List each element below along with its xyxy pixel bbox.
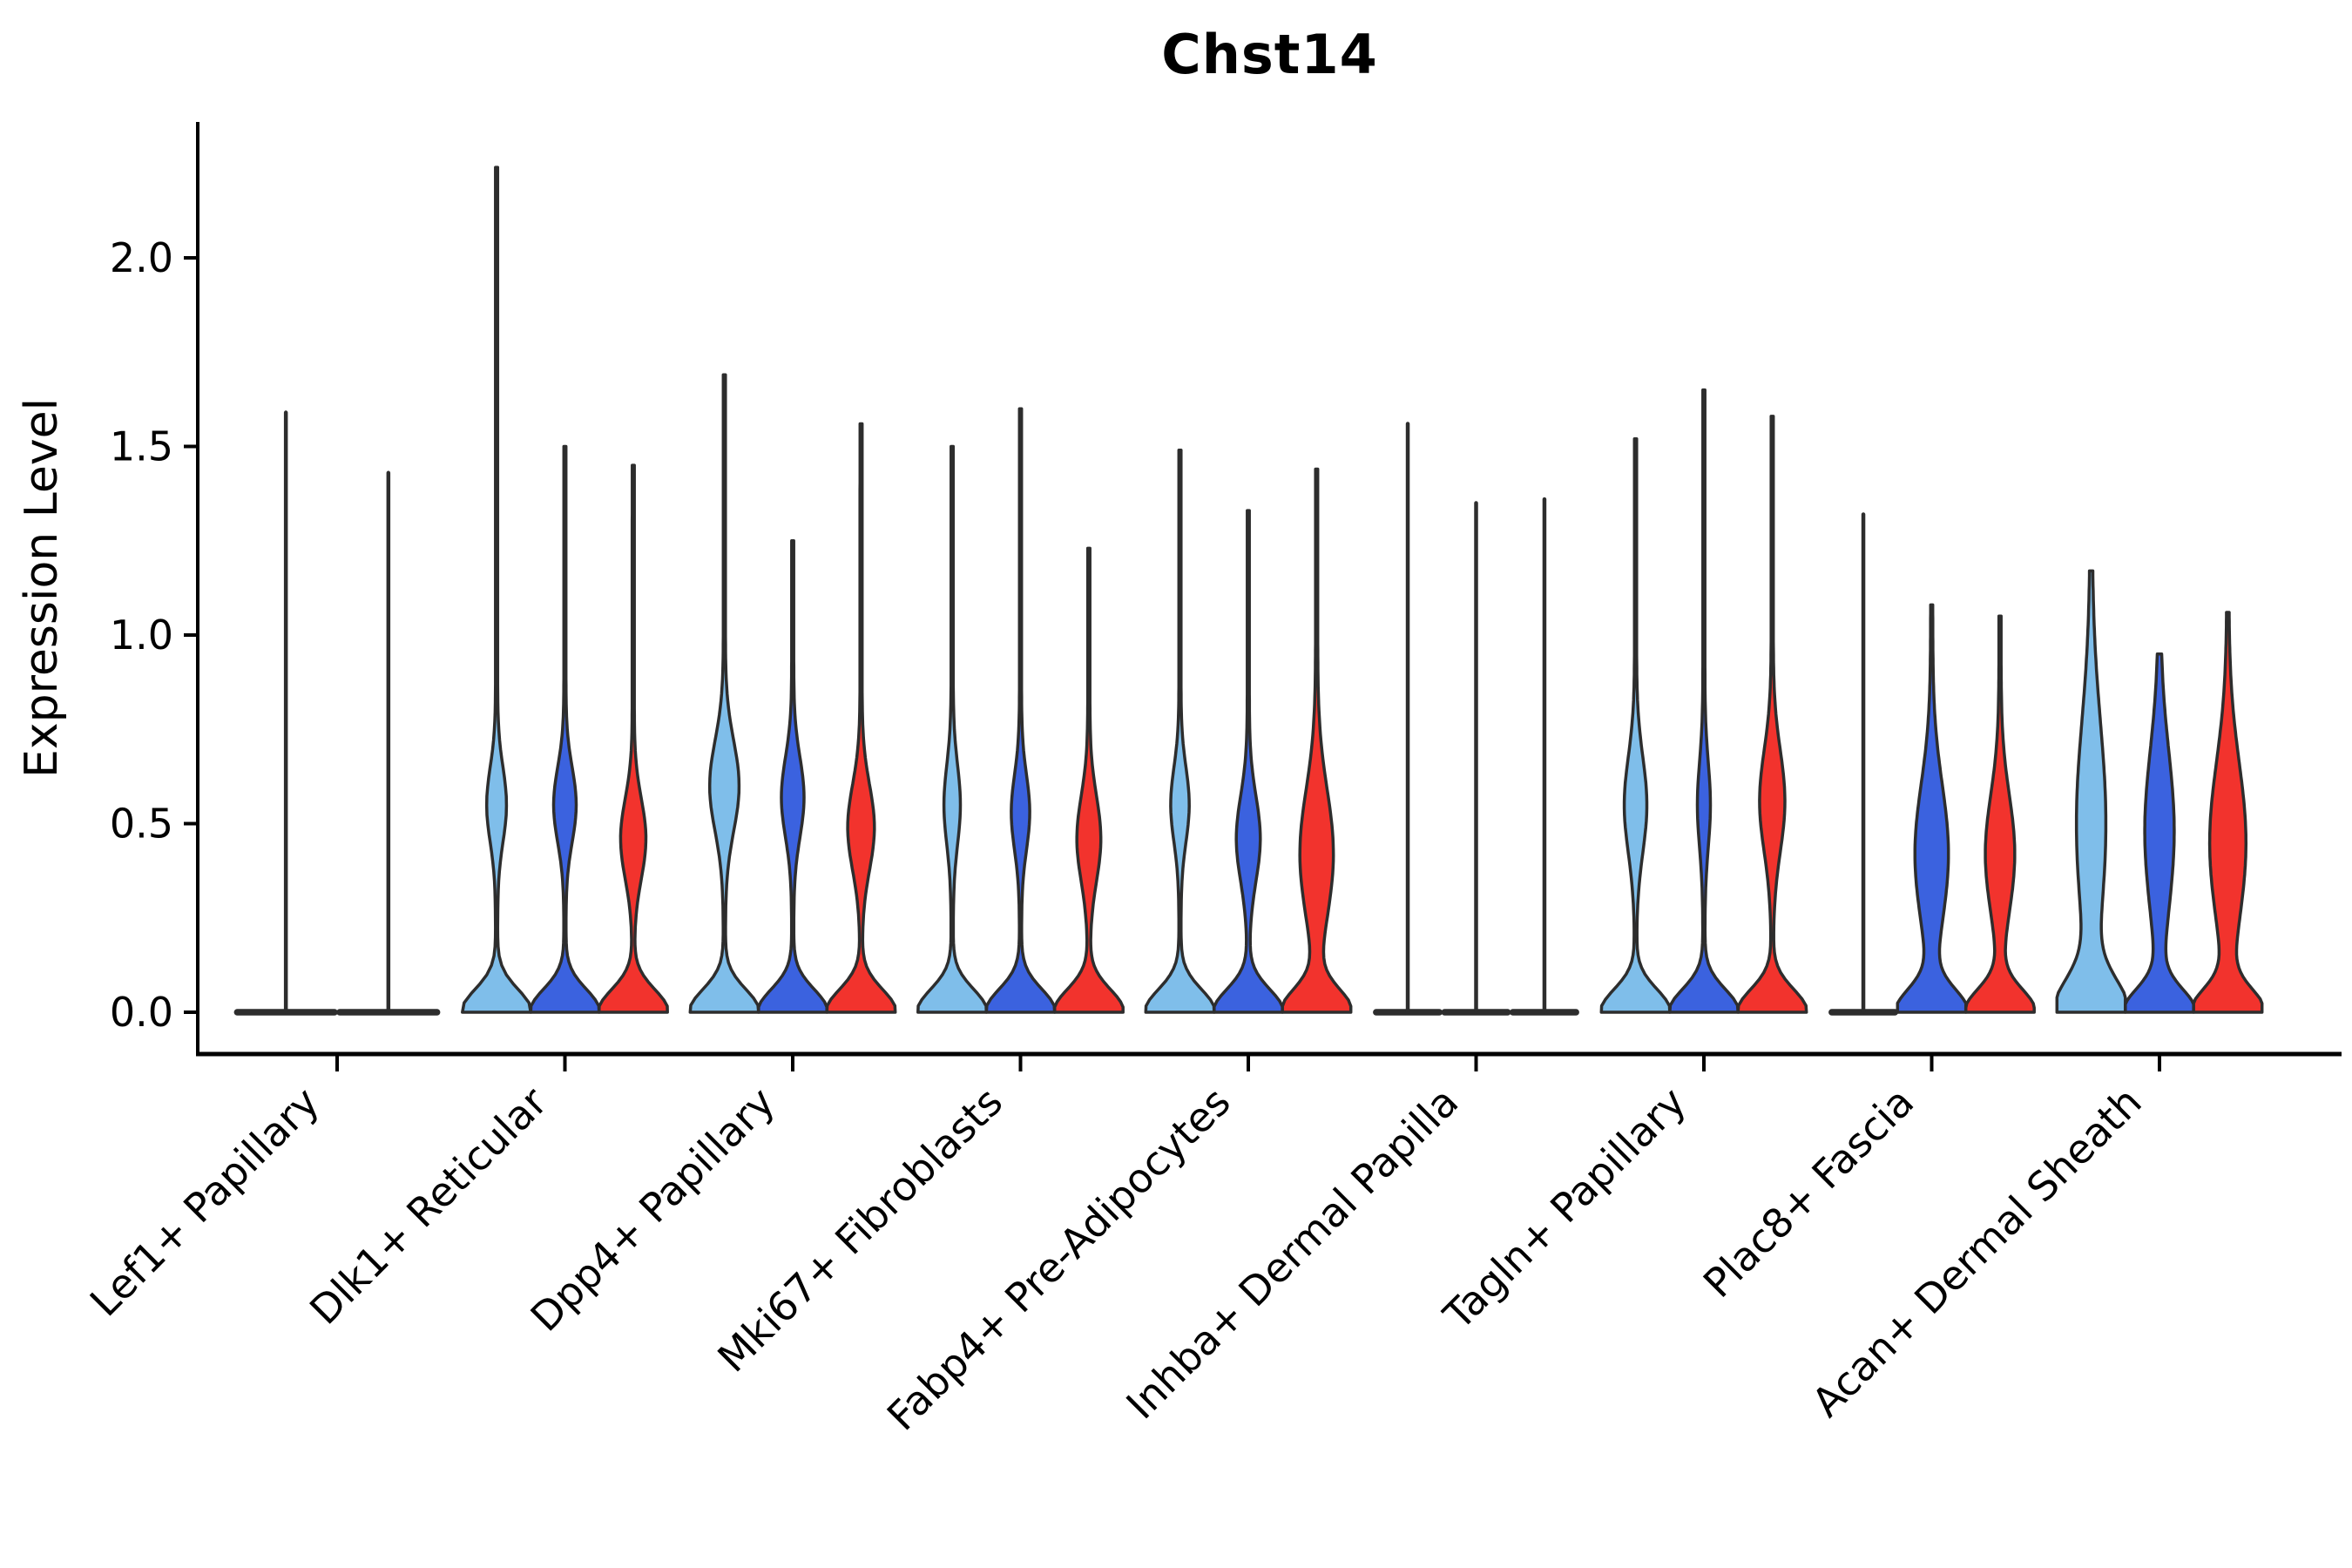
y-tick-label: 0.5	[110, 801, 173, 848]
y-tick-label: 1.0	[110, 612, 173, 659]
violin-red	[825, 422, 897, 1014]
chart-title: Chst14	[1161, 23, 1378, 86]
violin-dark_blue	[2124, 652, 2195, 1014]
violin-red	[1281, 467, 1353, 1014]
violin-red	[1963, 614, 2036, 1014]
violin-dark_blue	[529, 444, 601, 1014]
y-tick-label: 2.0	[110, 234, 173, 281]
violin-dark_blue	[984, 407, 1057, 1014]
violin-dark_blue	[757, 539, 828, 1014]
violin-light_blue	[916, 444, 989, 1014]
violin-red	[597, 463, 669, 1014]
x-category-label: Plac8+ Fascia	[1694, 1078, 1923, 1307]
violin-light_blue	[1144, 449, 1216, 1014]
violin-light_blue	[461, 166, 533, 1014]
violin-dark_blue	[1668, 388, 1740, 1014]
violin-red	[2192, 611, 2264, 1014]
violin-light_blue	[688, 373, 760, 1014]
violin-light_blue	[1599, 437, 1672, 1014]
x-category-label: Dpp4+ Papillary	[522, 1078, 784, 1341]
y-tick-label: 0.0	[110, 989, 173, 1036]
violin-light_blue	[2055, 569, 2127, 1014]
x-category-label: Dlk1+ Reticular	[301, 1078, 556, 1334]
violin-dark_blue	[1213, 509, 1284, 1014]
violin-red	[1052, 546, 1125, 1014]
x-category-label: Tagln+ Papillary	[1434, 1078, 1695, 1340]
violin-dark_blue	[1896, 603, 1968, 1014]
y-tick-label: 1.5	[110, 423, 173, 470]
violin-red	[1736, 415, 1808, 1014]
x-category-label: Lef1+ Papillary	[81, 1078, 328, 1326]
